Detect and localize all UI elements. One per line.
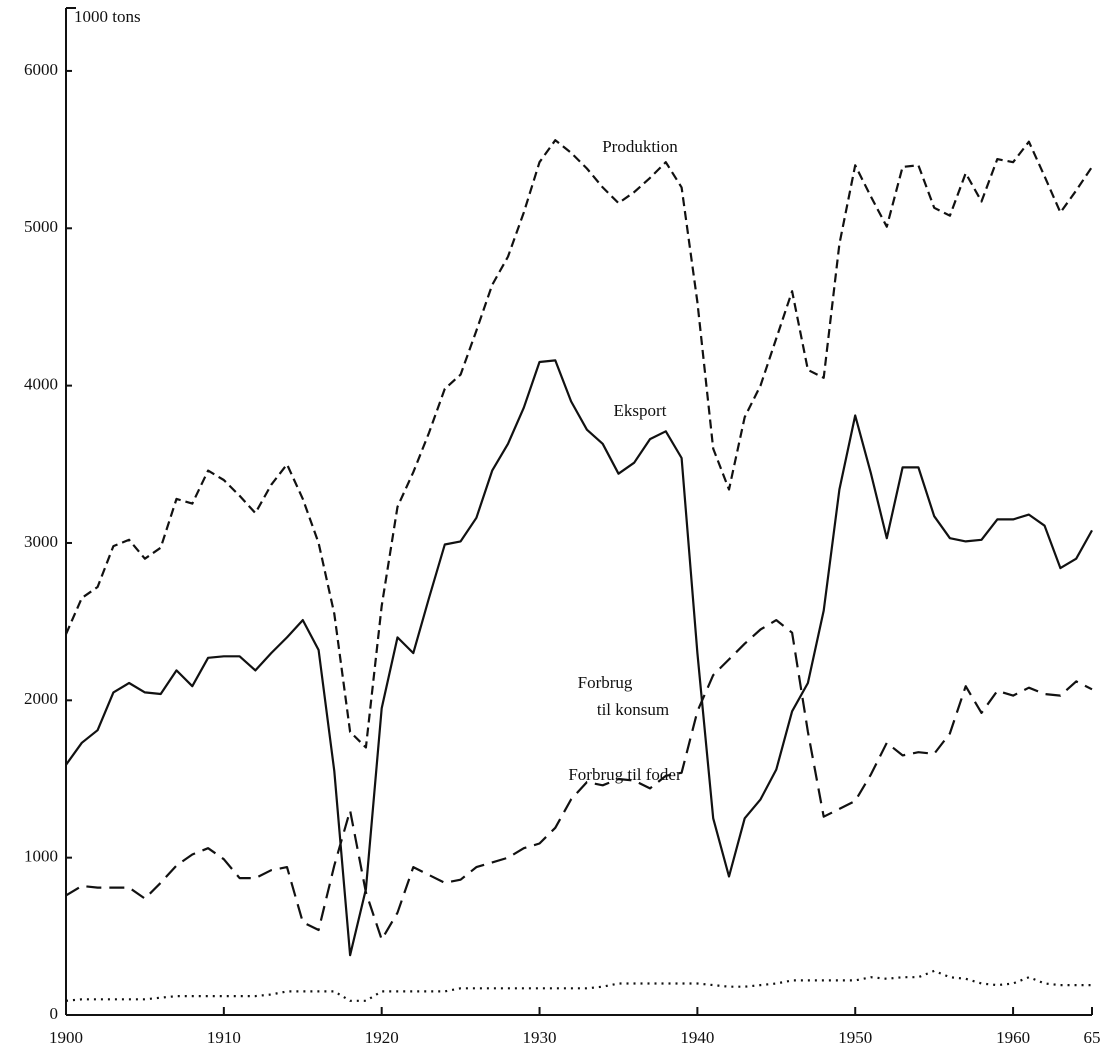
x-tick-label: 65	[1084, 1028, 1101, 1047]
x-tick-label: 1910	[207, 1028, 241, 1047]
series-line	[64, 139, 1093, 749]
series-line	[65, 619, 1093, 941]
y-tick-label: 4000	[24, 375, 58, 394]
x-tick-label: 1920	[365, 1028, 399, 1047]
series-label: Eksport	[614, 401, 667, 420]
series-line	[65, 359, 1093, 957]
y-unit-label: 1000 tons	[74, 7, 141, 26]
y-tick-label: 3000	[24, 532, 58, 551]
y-tick-label: 1000	[24, 847, 58, 866]
x-tick-label: 1900	[49, 1028, 83, 1047]
y-tick-label: 2000	[24, 689, 58, 708]
series-label: Forbrug til foder	[568, 765, 682, 784]
y-tick-label: 6000	[24, 60, 58, 79]
x-tick-label: 1930	[523, 1028, 557, 1047]
series-line	[65, 969, 1092, 1002]
y-tick-label: 5000	[24, 217, 58, 236]
x-tick-label: 1960	[996, 1028, 1030, 1047]
y-tick-label: 0	[50, 1004, 59, 1023]
x-tick-label: 1950	[838, 1028, 872, 1047]
series-label: til konsum	[597, 700, 669, 719]
x-tick-label: 1940	[680, 1028, 714, 1047]
series-label: Produktion	[602, 137, 678, 156]
series-label: Forbrug	[578, 673, 633, 692]
